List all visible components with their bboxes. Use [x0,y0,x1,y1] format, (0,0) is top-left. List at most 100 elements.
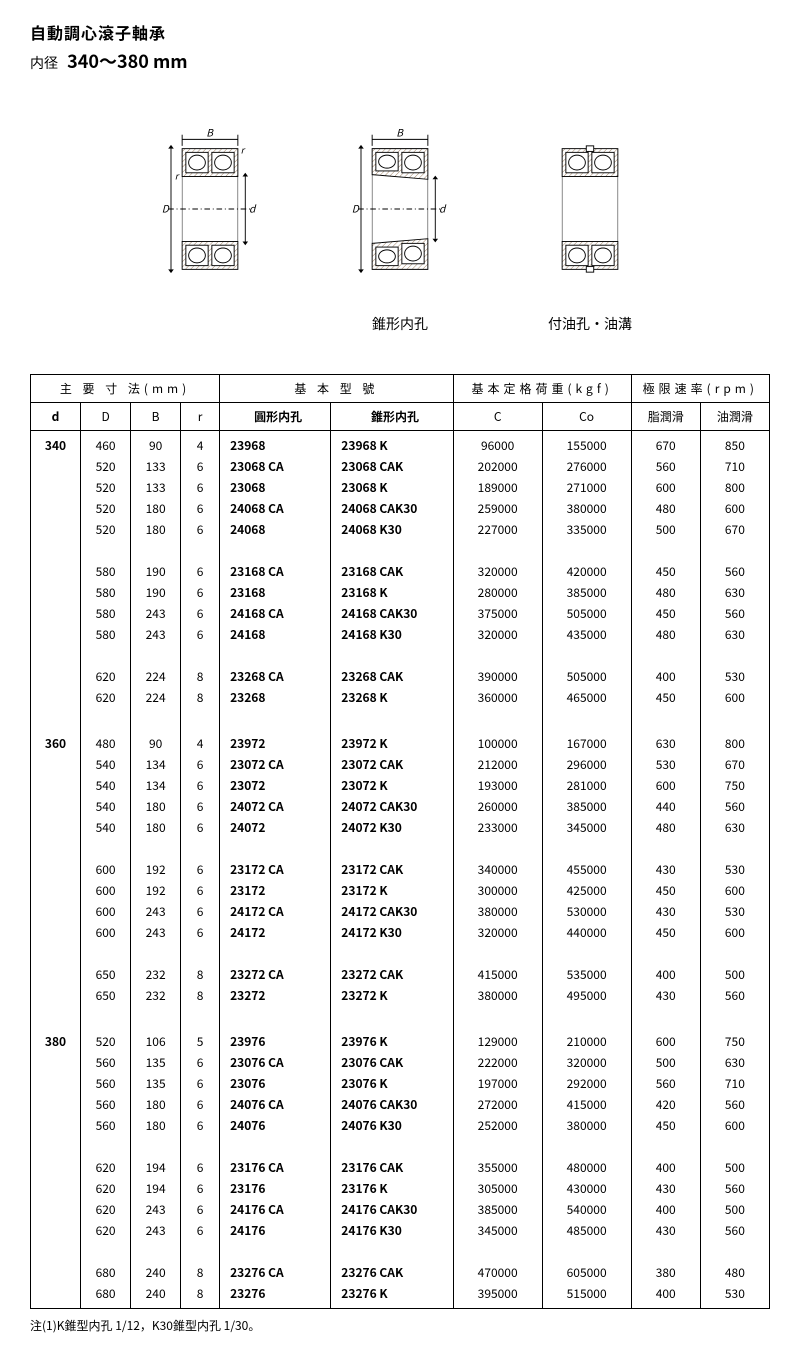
bearing-svg-2: B D d [335,124,465,294]
cell-r: 6 [181,901,220,922]
gap-row [31,838,770,859]
bearing-svg-3 [525,124,655,294]
cell-B: 106 [131,1027,181,1052]
cell-D: 560 [81,1073,131,1094]
cell-s1: 500 [631,1052,700,1073]
cell-m2: 24168 CAK30 [331,603,453,624]
cell-C: 300000 [453,880,542,901]
cell-D: 540 [81,775,131,796]
cell-m2: 23176 K [331,1178,453,1199]
cell-r: 8 [181,1283,220,1309]
table-row: 58019062316823168 K280000385000480630 [31,582,770,603]
cell-s2: 670 [700,754,769,775]
cell-s1: 630 [631,729,700,754]
cell-s2: 750 [700,1027,769,1052]
cell-s2: 500 [700,1199,769,1220]
cell-C: 395000 [453,1283,542,1309]
diagram-oil [525,124,655,299]
cell-d: 380 [31,1027,81,1309]
cell-C: 305000 [453,1178,542,1199]
cell-B: 135 [131,1073,181,1094]
cell-r: 4 [181,729,220,754]
cell-C: 280000 [453,582,542,603]
cell-m1: 23072 CA [220,754,331,775]
gap-row [31,708,770,729]
cell-m2: 23976 K [331,1027,453,1052]
cell-s2: 500 [700,964,769,985]
cell-Co: 380000 [542,498,631,519]
cell-C: 470000 [453,1262,542,1283]
cell-r: 6 [181,582,220,603]
cell-D: 620 [81,1178,131,1199]
table-row: 580190623168 CA23168 CAK3200004200004505… [31,561,770,582]
svg-text:d: d [249,201,257,216]
cell-s2: 750 [700,775,769,796]
cell-m1: 24072 CA [220,796,331,817]
cell-s1: 430 [631,901,700,922]
cell-C: 189000 [453,477,542,498]
cell-s2: 530 [700,1283,769,1309]
svg-text:r: r [175,168,180,182]
cell-m1: 23276 CA [220,1262,331,1283]
cell-C: 197000 [453,1073,542,1094]
cell-Co: 435000 [542,624,631,645]
cell-Co: 455000 [542,859,631,880]
cell-B: 190 [131,561,181,582]
cell-s1: 600 [631,775,700,796]
table-row: 620243624176 CA24176 CAK3038500054000040… [31,1199,770,1220]
cell-s2: 560 [700,561,769,582]
cell-B: 240 [131,1262,181,1283]
cell-m2: 23276 K [331,1283,453,1309]
cell-C: 259000 [453,498,542,519]
cell-s1: 560 [631,456,700,477]
cell-s2: 600 [700,880,769,901]
cell-m2: 23072 CAK [331,754,453,775]
cell-C: 320000 [453,922,542,943]
table-row: 56013562307623076 K197000292000560710 [31,1073,770,1094]
cell-s1: 450 [631,1115,700,1136]
cell-B: 243 [131,901,181,922]
cell-s2: 670 [700,519,769,540]
cell-r: 6 [181,1220,220,1241]
cell-Co: 540000 [542,1199,631,1220]
svg-text:r: r [241,142,246,156]
cell-B: 243 [131,1220,181,1241]
cell-D: 600 [81,859,131,880]
cell-s2: 630 [700,624,769,645]
cell-C: 355000 [453,1157,542,1178]
table-row: 68024082327623276 K395000515000400530 [31,1283,770,1309]
cell-m1: 23168 [220,582,331,603]
diagrams-row: B r r D d [30,124,770,299]
cell-D: 580 [81,624,131,645]
cell-r: 6 [181,1073,220,1094]
cell-Co: 320000 [542,1052,631,1073]
gap-row [31,1241,770,1262]
cell-C: 345000 [453,1220,542,1241]
table-row: 54013462307223072 K193000281000600750 [31,775,770,796]
cell-s1: 400 [631,1199,700,1220]
cell-m1: 23068 CA [220,456,331,477]
cell-s2: 560 [700,1094,769,1115]
cell-m1: 24076 CA [220,1094,331,1115]
cell-D: 540 [81,754,131,775]
cell-C: 320000 [453,624,542,645]
cell-D: 520 [81,498,131,519]
cell-r: 6 [181,754,220,775]
cell-m1: 23272 CA [220,964,331,985]
cell-s1: 430 [631,985,700,1006]
cell-C: 380000 [453,985,542,1006]
cell-r: 6 [181,477,220,498]
svg-text:B: B [206,125,214,140]
table-row: 62019462317623176 K305000430000430560 [31,1178,770,1199]
cell-s1: 500 [631,519,700,540]
bearing-svg-1: B r r D d [145,124,275,294]
cell-D: 520 [81,456,131,477]
cell-B: 133 [131,456,181,477]
cell-m1: 23072 [220,775,331,796]
cell-s2: 600 [700,1115,769,1136]
cell-m1: 23172 [220,880,331,901]
spec-body: 3404609042396823968 K9600015500067085052… [31,431,770,1309]
cell-D: 560 [81,1094,131,1115]
table-row: 54018062407224072 K30233000345000480630 [31,817,770,838]
cell-C: 385000 [453,1199,542,1220]
